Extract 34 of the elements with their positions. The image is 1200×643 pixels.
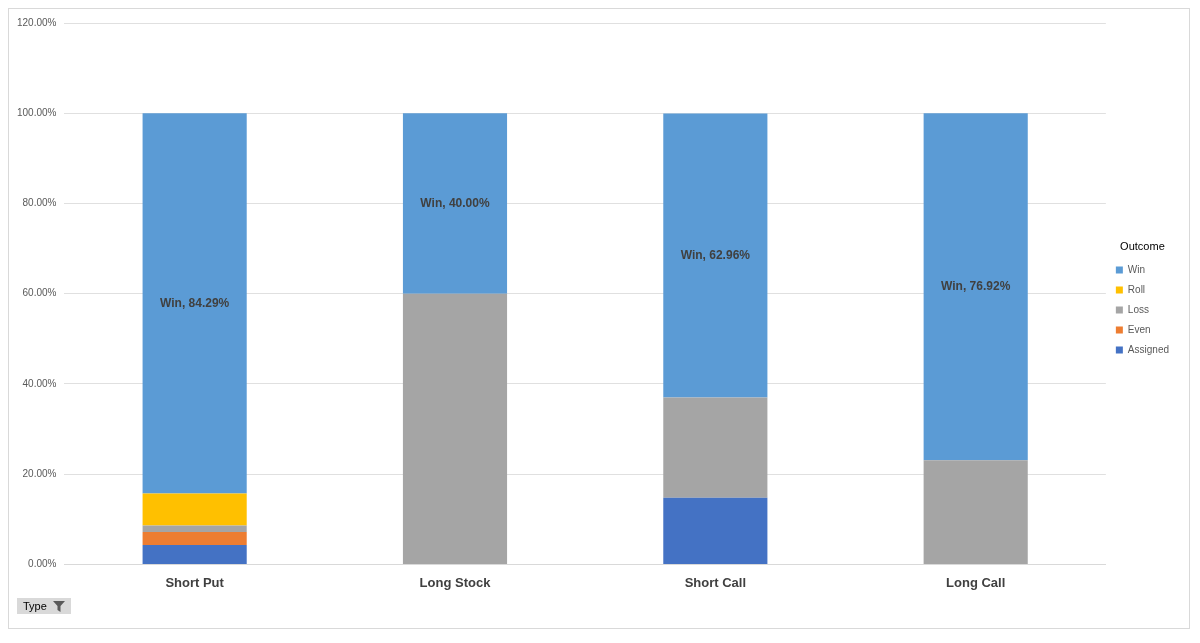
legend-title: Outcome xyxy=(1120,240,1165,253)
bar xyxy=(402,293,508,564)
bar xyxy=(402,113,508,294)
legend-label: Loss xyxy=(1127,303,1149,315)
bar xyxy=(663,497,768,564)
legend-label: Win xyxy=(1127,263,1146,275)
bar xyxy=(142,531,247,545)
bar xyxy=(663,397,768,498)
y-tick-label: 80.00% xyxy=(22,197,57,209)
y-tick-label: 0.00% xyxy=(28,558,57,570)
legend-label: Even xyxy=(1127,323,1151,335)
bar xyxy=(923,460,1028,564)
y-tick-label: 60.00% xyxy=(22,287,57,299)
y-tick-label: 20.00% xyxy=(22,467,57,479)
data-label: Win, 76.92% xyxy=(941,278,1011,293)
bar xyxy=(142,113,247,494)
x-tick-label: Long Stock xyxy=(419,574,492,590)
bar xyxy=(142,493,247,526)
bar xyxy=(142,525,247,532)
y-tick-label: 100.00% xyxy=(16,106,57,118)
data-label: Win, 62.96% xyxy=(680,247,751,262)
data-label: Win, 40.00% xyxy=(420,195,490,210)
bar xyxy=(663,113,768,398)
x-tick-label: Short Call xyxy=(684,574,747,590)
data-label: Win, 84.29% xyxy=(160,295,230,310)
y-tick-label: 40.00% xyxy=(22,377,57,389)
legend-label: Roll xyxy=(1127,283,1146,295)
bar xyxy=(142,545,247,564)
x-tick-label: Long Call xyxy=(946,574,1006,590)
x-tick-label: Short Put xyxy=(165,574,225,590)
text: Type xyxy=(23,600,47,612)
y-tick-label: 120.00% xyxy=(16,16,57,28)
legend-label: Assigned xyxy=(1127,343,1169,355)
bar xyxy=(923,113,1028,461)
